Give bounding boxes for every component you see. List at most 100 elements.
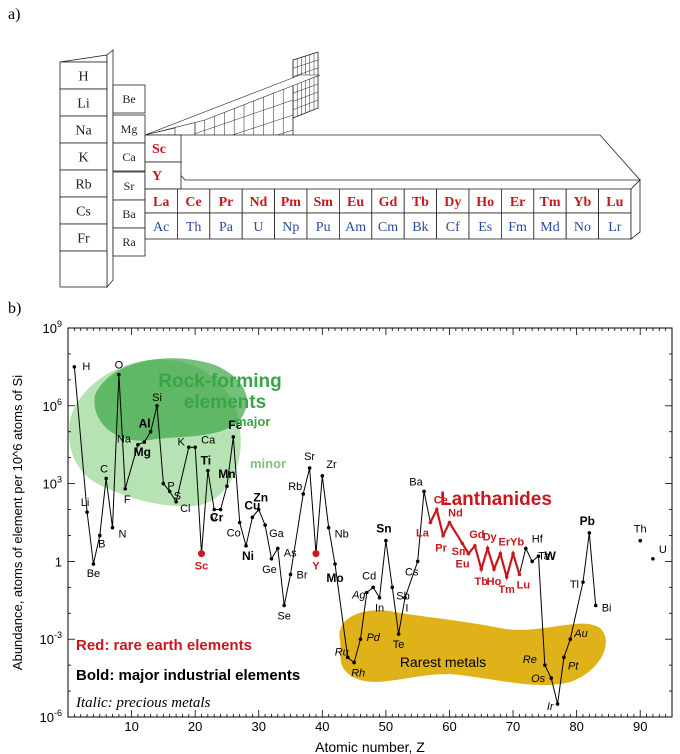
label-I: I <box>405 603 408 615</box>
label-H: H <box>82 361 90 373</box>
label-Te: Te <box>393 639 405 651</box>
label-Ag: Ag <box>351 590 366 602</box>
label-Re: Re <box>523 654 537 666</box>
label-Bi: Bi <box>602 602 612 614</box>
pt-cell-Nd: Nd <box>249 195 267 210</box>
pt-cell-Cs: Cs <box>76 205 91 220</box>
label-Al: Al <box>139 417 151 431</box>
point-As <box>276 546 280 551</box>
label-Ti: Ti <box>201 454 211 468</box>
label-Ca: Ca <box>201 434 216 446</box>
pt-cell-Pu: Pu <box>316 220 331 235</box>
point-Pt <box>562 655 566 660</box>
x-tick-label: 70 <box>506 719 520 734</box>
point-Ta <box>530 559 534 564</box>
label-Zr: Zr <box>326 459 337 471</box>
point-Ca <box>193 445 197 450</box>
major-label: major <box>235 414 270 429</box>
rarest-metals-region <box>339 610 606 685</box>
periodic-table: H Li Na K Rb Cs Fr Be Mg Ca Sr Ba Ra Sc Y La Ce Pr Nd Pm Sm E… <box>59 49 641 289</box>
point-Pb <box>587 531 592 535</box>
point-Na <box>136 442 140 447</box>
pt-cell-Rb: Rb <box>75 178 91 193</box>
label-Cl: Cl <box>180 503 190 515</box>
label-Br: Br <box>297 569 308 581</box>
pt-cell-Fr: Fr <box>77 232 90 247</box>
legend-italic: Italic: precious metals <box>75 695 211 711</box>
lanthanide-line <box>429 506 521 582</box>
point-Tl <box>581 580 585 584</box>
point-Ce <box>434 507 439 512</box>
pt-cell-Ba: Ba <box>122 207 136 221</box>
point-F <box>123 486 128 491</box>
point-Br <box>288 572 293 577</box>
label-Y: Y <box>312 561 320 573</box>
point-Mo <box>333 562 337 566</box>
pt-cell-Sr: Sr <box>124 179 135 193</box>
pt-cell-Be: Be <box>122 92 135 106</box>
point-Pr <box>441 533 445 538</box>
pt-cell-Tb: Tb <box>412 195 429 210</box>
label-Rh: Rh <box>351 668 365 680</box>
point-Dy <box>485 546 490 551</box>
point-Bi <box>593 603 598 608</box>
point-Zn <box>256 507 261 512</box>
point-B <box>97 533 102 538</box>
label-Ir: Ir <box>547 701 555 713</box>
label-Pr: Pr <box>435 542 447 554</box>
lanthanides-label: Lanthanides <box>440 489 552 510</box>
label-Se: Se <box>277 610 290 622</box>
rock-forming-label: Rock-forming <box>158 371 282 392</box>
pt-f-block: La Ce Pr Nd Pm Sm Eu Gd Tb Dy Ho Er Tm Yb Lu Ac Th Pa U Np P… <box>144 179 641 240</box>
point-Rh <box>352 660 356 665</box>
point-Sb <box>390 585 395 590</box>
y-tick-label: 109 <box>43 319 62 336</box>
point-Cl <box>174 499 178 504</box>
point-Tb <box>479 567 484 571</box>
label-Pd: Pd <box>366 632 380 644</box>
point-Sn <box>384 538 388 543</box>
label-Ho: Ho <box>487 576 502 588</box>
point-Ti <box>206 468 210 473</box>
x-axis-label: Atomic number, Z <box>315 739 425 754</box>
point-Ru <box>345 655 350 660</box>
label-Ba: Ba <box>409 476 423 488</box>
point-W <box>536 554 541 559</box>
x-tick-label: 40 <box>315 719 329 734</box>
label-Cr: Cr <box>210 511 224 525</box>
pt-group-2: Be Mg Ca Sr Ba Ra <box>112 84 146 257</box>
label-B: B <box>98 538 105 550</box>
point-Sm <box>460 541 464 546</box>
point-Ni <box>244 544 248 548</box>
label-Pb: Pb <box>580 514 595 528</box>
minor-label: minor <box>250 456 286 471</box>
pt-cell-Sm: Sm <box>313 195 333 210</box>
x-axis: 10 20 30 40 50 60 70 80 90 Atomic number, Z <box>67 328 673 754</box>
legend-bold: Bold: major industrial elements <box>76 667 300 684</box>
label-Sr: Sr <box>304 451 315 463</box>
label-O: O <box>115 360 124 372</box>
label-Pt: Pt <box>568 660 579 672</box>
point-Au <box>568 637 573 641</box>
label-Hf: Hf <box>532 533 544 545</box>
x-tick-label: 80 <box>569 719 583 734</box>
label-W: W <box>544 549 556 563</box>
label-Fe: Fe <box>228 418 242 432</box>
point-Al <box>148 429 153 434</box>
point-U <box>651 557 655 561</box>
point-Ag <box>365 590 369 595</box>
label-Gd: Gd <box>469 529 484 541</box>
point-V <box>212 507 217 512</box>
pt-cell-Lu: Lu <box>606 195 623 210</box>
label-Li: Li <box>81 497 90 509</box>
pt-group-1: H Li Na K Rb Cs Fr <box>59 49 114 289</box>
point-Re <box>543 663 547 667</box>
pt-cell-Mg: Mg <box>121 122 138 136</box>
y-axis-label: Abundance, atoms of element per 10^6 ato… <box>10 375 25 670</box>
point-Ir <box>555 702 560 706</box>
label-Eu: Eu <box>456 559 470 571</box>
label-Th: Th <box>634 524 647 536</box>
label-S: S <box>174 490 181 502</box>
